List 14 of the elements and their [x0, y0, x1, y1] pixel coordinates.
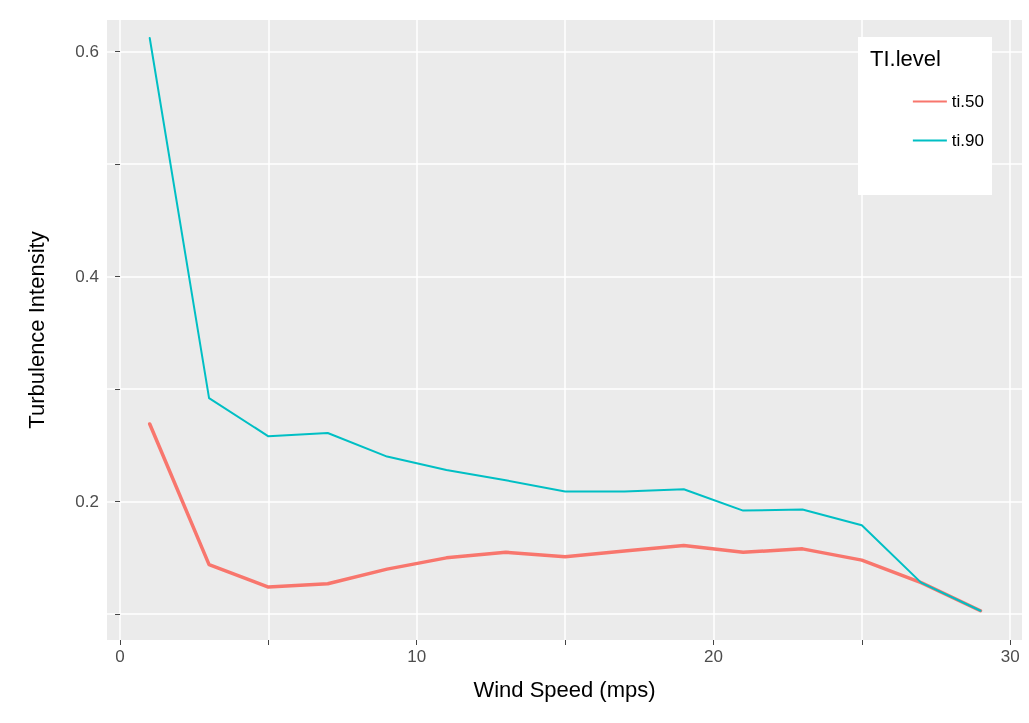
line-series: [147, 422, 983, 613]
x-axis-title: Wind Speed (mps): [473, 676, 656, 702]
y-axis-title: Turbulence Intensity: [23, 231, 49, 429]
y-tick-label: 0.4: [75, 267, 99, 287]
legend-label: ti.50: [951, 92, 985, 111]
y-tick-label: 0.2: [75, 492, 99, 512]
x-tick-label: 30: [1000, 647, 1020, 666]
x-tick-label: 0: [115, 647, 125, 666]
legend-label: ti.90: [951, 131, 985, 150]
legend-title: TI.level: [870, 45, 941, 71]
x-tick-label: 10: [407, 647, 427, 666]
y-tick-label: 0.6: [75, 42, 99, 62]
x-tick-label: 20: [703, 647, 723, 666]
line-series: [148, 37, 982, 612]
